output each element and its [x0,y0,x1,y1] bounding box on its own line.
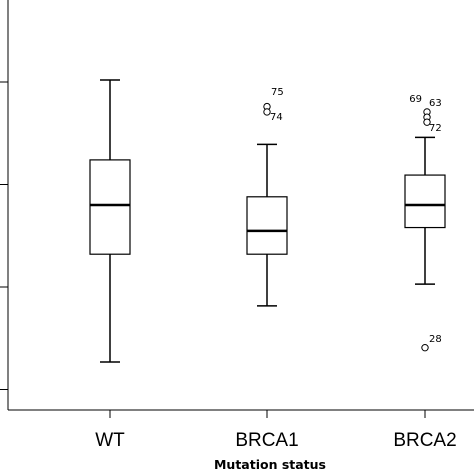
outlier-brca2-28 [421,343,429,352]
outlier-brca1-74 [263,108,271,116]
x-tick-label-wt: WT [95,430,125,451]
x-tick-label-brca2: BRCA2 [393,430,456,451]
iqr-box-brca2 [404,174,446,229]
iqr-box-brca1 [246,196,288,255]
iqr-box-wt [89,159,131,255]
box-brca2 [404,108,446,352]
outlier-label-brca1-74: 74 [270,112,283,123]
box-wt [89,79,131,363]
outlier-label-brca2-69: 69 [409,94,422,105]
outlier-label-brca1-75: 75 [271,87,284,98]
outlier-label-brca2-72: 72 [429,123,442,134]
x-axis-title: Mutation status [214,457,326,472]
boxes: 75 74 69 63 72 28 [89,79,446,363]
axes: WT BRCA1 BRCA2 [0,0,474,451]
outlier-label-brca2-63: 63 [429,98,442,109]
outlier-label-brca2-28: 28 [429,334,442,345]
x-tick-label-brca1: BRCA1 [235,430,298,451]
box-brca1 [246,102,288,307]
outlier-brca2-72 [423,118,431,126]
